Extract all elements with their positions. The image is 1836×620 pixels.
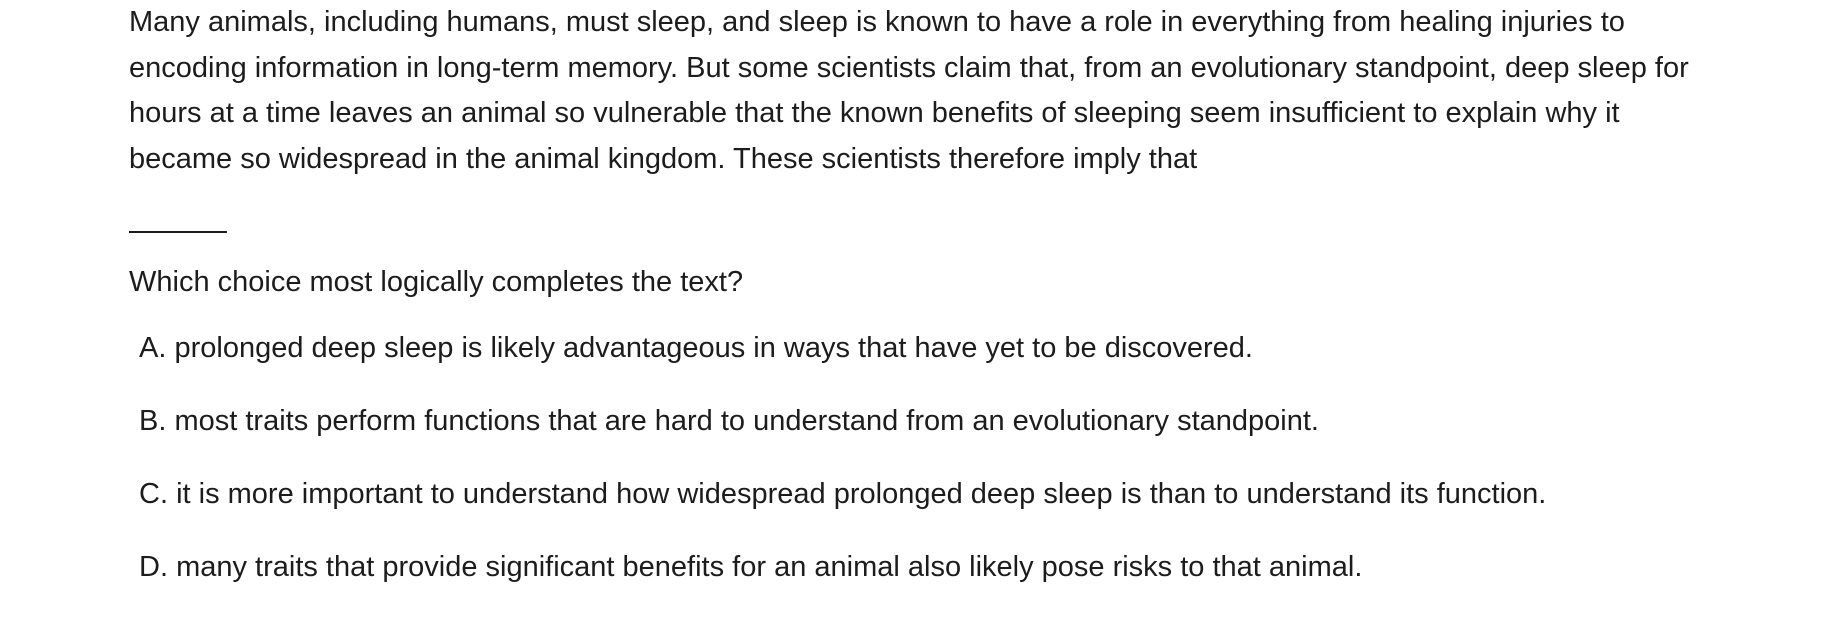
choice-d[interactable]: D. many traits that provide significant …: [139, 547, 1546, 587]
question-card: Many animals, including humans, must sle…: [129, 0, 1729, 583]
answer-blank: [129, 231, 227, 233]
choice-c[interactable]: C. it is more important to understand ho…: [139, 474, 1546, 514]
choice-letter: B.: [139, 405, 167, 437]
choice-text: prolonged deep sleep is likely advantage…: [174, 332, 1253, 364]
choice-b[interactable]: B. most traits perform functions that ar…: [139, 401, 1546, 441]
answer-choices: A. prolonged deep sleep is likely advant…: [139, 328, 1546, 620]
choice-letter: A.: [139, 332, 167, 364]
passage-text: Many animals, including humans, must sle…: [129, 6, 1689, 175]
question-prompt: Which choice most logically completes th…: [129, 266, 744, 298]
choice-letter: D.: [139, 551, 168, 583]
choice-text: most traits perform functions that are h…: [174, 405, 1319, 437]
choice-letter: C.: [139, 478, 168, 510]
choice-a[interactable]: A. prolonged deep sleep is likely advant…: [139, 328, 1546, 368]
choice-text: many traits that provide significant ben…: [176, 551, 1363, 583]
choice-text: it is more important to understand how w…: [176, 478, 1547, 510]
